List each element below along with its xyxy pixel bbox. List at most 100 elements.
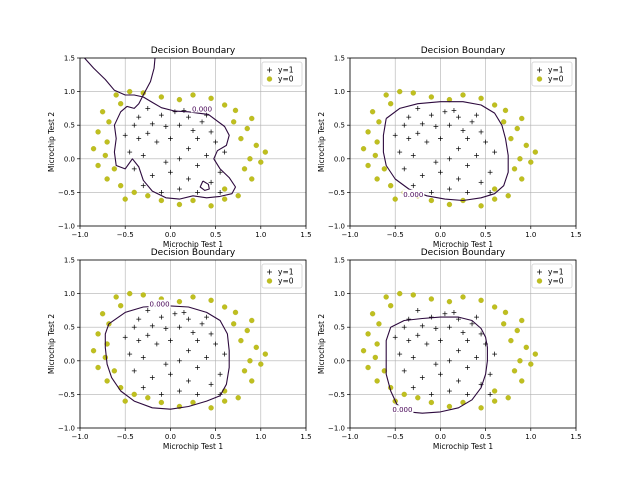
decision-boundary-line	[104, 305, 230, 410]
positive-point	[199, 119, 205, 125]
negative-point	[374, 341, 380, 347]
negative-point	[491, 102, 498, 108]
positive-point	[149, 121, 155, 127]
negative-point	[365, 162, 371, 169]
negative-point	[460, 294, 466, 300]
contour-label: 0.000	[403, 191, 423, 199]
plot-area: 0.000	[90, 290, 268, 411]
positive-point	[186, 378, 191, 384]
legend: y=1y=0	[531, 263, 573, 289]
negative-point	[253, 344, 259, 351]
positive-point	[208, 179, 214, 185]
legend-label-negative: y=0	[278, 277, 294, 286]
legend-box	[261, 263, 303, 289]
positive-point	[122, 334, 128, 340]
legend-marker-positive	[537, 67, 542, 73]
y-tick-label: −1.0	[58, 425, 75, 433]
negative-point	[428, 197, 435, 204]
legend-label-positive: y=1	[278, 66, 294, 75]
negative-point	[519, 378, 525, 384]
positive-point	[406, 114, 412, 120]
positive-point	[158, 392, 164, 397]
positive-point	[186, 146, 191, 152]
positive-point	[465, 190, 470, 195]
positive-point	[136, 316, 142, 322]
plot-area: 0.000	[360, 290, 538, 414]
negative-point	[428, 399, 435, 406]
positive-point	[149, 375, 155, 380]
positive-point	[136, 136, 142, 142]
positive-point	[469, 119, 475, 125]
negative-point	[104, 139, 110, 145]
positive-point	[163, 361, 169, 367]
negative-point	[428, 94, 435, 100]
positive-point	[204, 112, 209, 118]
positive-point	[136, 114, 142, 120]
negative-point	[410, 292, 416, 298]
positive-point	[460, 128, 466, 133]
negative-point	[410, 90, 416, 96]
axes-frame	[349, 259, 577, 429]
negative-point	[523, 344, 529, 351]
positive-point	[478, 129, 484, 135]
negative-point	[127, 88, 133, 95]
x-tick-label: 1.0	[255, 231, 266, 239]
negative-point	[231, 119, 237, 125]
negative-point	[262, 149, 268, 155]
negative-point	[517, 156, 523, 162]
negative-point	[511, 166, 518, 172]
contour-label-group: 0.000	[148, 299, 171, 309]
positive-point	[406, 338, 412, 344]
positive-point	[438, 169, 443, 175]
negative-point	[508, 337, 514, 344]
negative-point	[365, 129, 371, 135]
negative-point	[415, 395, 421, 401]
positive-point	[208, 381, 214, 387]
positive-point	[406, 136, 412, 142]
contour-label-group: 0.000	[402, 189, 425, 199]
positive-point	[145, 130, 151, 136]
negative-point	[145, 395, 151, 401]
negative-point	[369, 109, 376, 115]
negative-point	[208, 297, 214, 303]
decision-boundary-line	[84, 58, 237, 200]
positive-point	[397, 149, 403, 155]
positive-point	[410, 183, 416, 189]
positive-point	[186, 316, 191, 322]
y-tick-label: 0.0	[64, 357, 75, 365]
positive-point	[419, 323, 425, 329]
negative-point	[360, 146, 367, 152]
negative-point	[113, 92, 119, 98]
legend-box	[531, 61, 573, 87]
positive-point	[163, 326, 169, 331]
negative-point	[190, 92, 196, 98]
subplot-3: −1.0 −0.5 0.0 0.5 1.0 1.5 −1.0 −0.5 0.0 0.5 1.0 1.5…	[47, 248, 312, 451]
positive-point	[469, 321, 475, 327]
positive-point	[217, 190, 223, 195]
legend-marker-positive	[267, 269, 272, 275]
negative-point	[238, 337, 244, 344]
positive-point	[149, 323, 155, 329]
positive-point	[168, 338, 173, 344]
x-tick-label: 1.5	[570, 231, 581, 239]
y-tick-label: 0.5	[64, 324, 75, 332]
negative-point	[505, 193, 511, 199]
chart-title: Decision Boundary	[151, 46, 236, 56]
negative-point	[262, 351, 268, 357]
negative-point	[365, 331, 371, 337]
x-tick-label: 1.5	[300, 231, 311, 239]
positive-point	[140, 385, 146, 391]
positive-point	[460, 330, 466, 335]
positive-point	[204, 314, 209, 320]
positive-point	[428, 190, 434, 195]
negative-point	[99, 109, 106, 115]
legend-label-positive: y=1	[278, 268, 294, 277]
x-tick-label: −0.5	[387, 231, 404, 239]
subplot-4: −1.0 −0.5 0.0 0.5 1.0 1.5 −1.0 −0.5 0.0 0.5 1.0 1.5…	[317, 248, 582, 451]
negative-point	[247, 358, 253, 364]
y-tick-label: 1.5	[334, 257, 345, 265]
negative-point	[491, 398, 498, 404]
positive-point	[456, 348, 461, 354]
positive-point	[213, 139, 218, 145]
legend-marker-negative	[536, 76, 543, 82]
